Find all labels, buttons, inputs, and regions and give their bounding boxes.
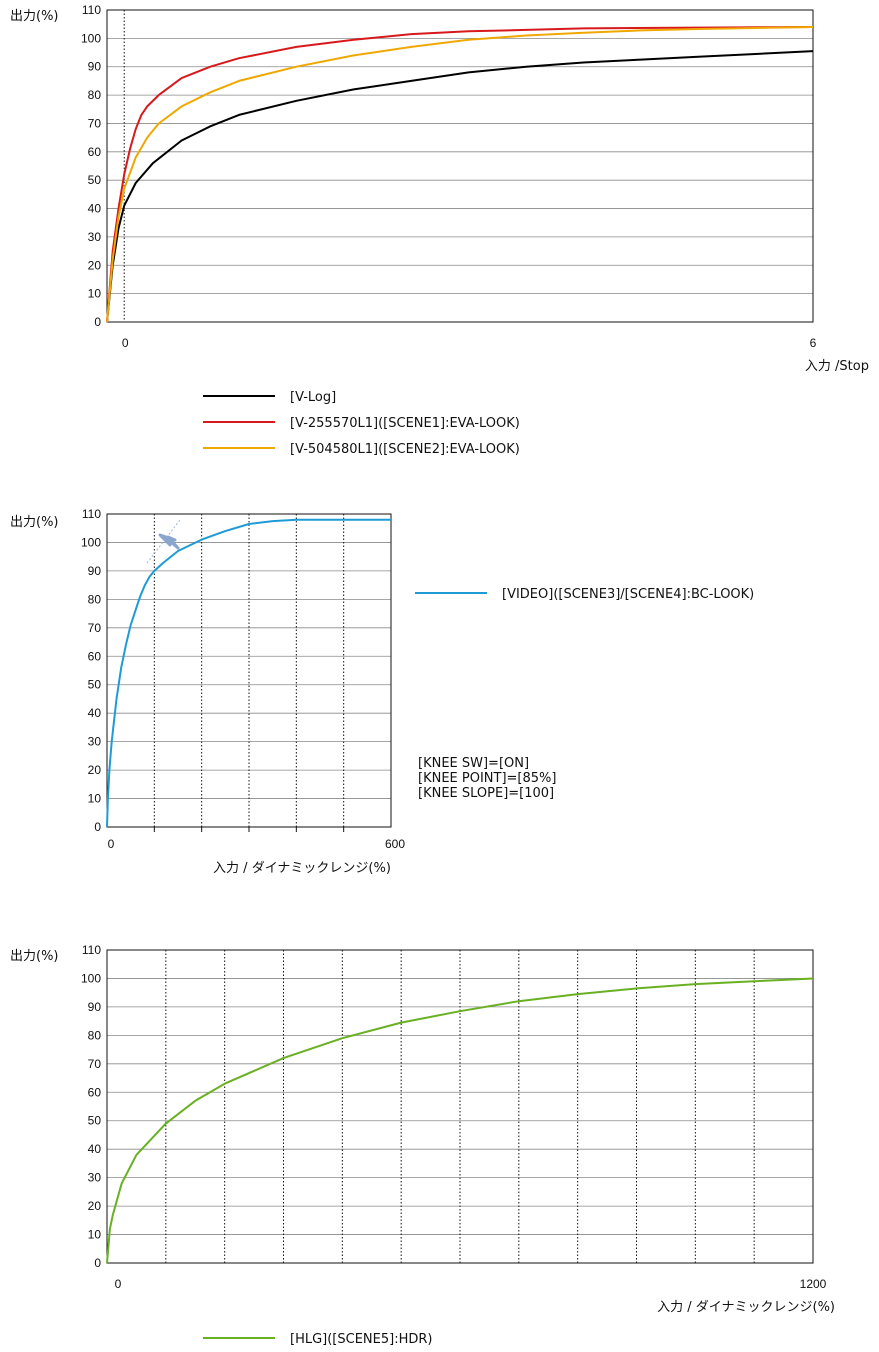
legend-label: [V-255570L1]([SCENE1]:EVA-LOOK) <box>290 416 520 431</box>
knee-arrow-icon <box>158 533 180 550</box>
y-tick-label: 80 <box>88 592 102 606</box>
y-tick-label: 0 <box>94 820 101 834</box>
y-tick-label: 10 <box>88 1228 102 1242</box>
y-tick-label: 30 <box>88 1171 102 1185</box>
y-tick-label: 60 <box>88 1085 102 1099</box>
y-tick-label: 100 <box>81 535 101 549</box>
y-tick-label: 10 <box>88 792 102 806</box>
y-tick-label: 70 <box>88 1057 102 1071</box>
annotation-text: [KNEE SLOPE]=[100] <box>418 786 554 801</box>
annotation-text: [KNEE POINT]=[85%] <box>418 771 556 786</box>
series-line <box>106 26 814 323</box>
x-axis-title: 入力 / ダイナミックレンジ(%) <box>213 861 391 876</box>
y-tick-label: 40 <box>88 202 102 216</box>
x-axis-title: 入力 / ダイナミックレンジ(%) <box>657 1300 835 1315</box>
y-tick-label: 20 <box>88 258 102 272</box>
y-tick-label: 100 <box>81 31 101 45</box>
annotation-text: [KNEE SW]=[ON] <box>418 756 529 771</box>
y-tick-label: 50 <box>88 173 102 187</box>
x-tick-label: 1200 <box>800 1277 827 1291</box>
y-tick-label: 60 <box>88 145 102 159</box>
y-tick-label: 110 <box>82 507 101 521</box>
y-tick-label: 0 <box>94 1256 101 1270</box>
chart-1: 0 10 20 30 40 50 60 70 80 90 100 110 0 6 出力(%) 入力 /Stop… <box>10 3 869 457</box>
plot-frame <box>106 9 814 323</box>
y-tick-label: 90 <box>88 564 102 578</box>
chart-3: 0 10 20 30 40 50 60 70 80 90 100 110 0 1200 出力(%) 入力 / … <box>10 943 835 1347</box>
legend-label: [VIDEO]([SCENE3]/[SCENE4]:BC-LOOK) <box>502 587 754 602</box>
y-tick-label: 90 <box>88 60 102 74</box>
series-line <box>106 26 814 323</box>
legend-label: [HLG]([SCENE5]:HDR) <box>290 1332 432 1347</box>
y-tick-label: 110 <box>82 3 101 17</box>
y-axis-title: 出力(%) <box>10 515 59 530</box>
y-tick-label: 40 <box>88 706 102 720</box>
y-tick-label: 90 <box>88 1000 102 1014</box>
chart-2: 0 10 20 30 40 50 60 70 80 90 100 110 0 600 出力(%) 入力 / ダ… <box>10 507 754 876</box>
legend-label: [V-504580L1]([SCENE2]:EVA-LOOK) <box>290 442 520 457</box>
y-tick-label: 70 <box>88 116 102 130</box>
y-tick-label: 0 <box>94 315 101 329</box>
y-tick-label: 10 <box>88 287 102 301</box>
y-tick-label: 50 <box>88 1114 102 1128</box>
y-tick-label: 40 <box>88 1142 102 1156</box>
y-tick-label: 80 <box>88 88 102 102</box>
x-tick-label: 0 <box>115 1277 122 1291</box>
x-tick-label: 0 <box>122 336 129 350</box>
y-tick-label: 80 <box>88 1028 102 1042</box>
series-line <box>106 50 814 323</box>
legend-label: [V-Log] <box>290 390 336 405</box>
plot-frame <box>106 513 392 828</box>
y-axis-title: 出力(%) <box>10 949 59 964</box>
series-line <box>106 977 814 1264</box>
plot-frame <box>106 949 814 1264</box>
x-axis-title: 入力 /Stop <box>805 359 869 374</box>
y-tick-label: 60 <box>88 649 102 663</box>
y-tick-label: 30 <box>88 230 102 244</box>
y-tick-label: 70 <box>88 621 102 635</box>
series-line <box>106 518 391 828</box>
y-tick-label: 20 <box>88 763 102 777</box>
x-tick-label: 0 <box>108 837 115 851</box>
x-tick-label: 600 <box>385 837 405 851</box>
y-tick-label: 30 <box>88 735 102 749</box>
y-tick-label: 100 <box>81 971 101 985</box>
y-axis-title: 出力(%) <box>10 9 59 24</box>
y-tick-label: 110 <box>82 943 101 957</box>
x-tick-label: 6 <box>810 336 817 350</box>
y-tick-label: 20 <box>88 1199 102 1213</box>
y-tick-label: 50 <box>88 678 102 692</box>
knee-guide-line <box>146 519 181 564</box>
